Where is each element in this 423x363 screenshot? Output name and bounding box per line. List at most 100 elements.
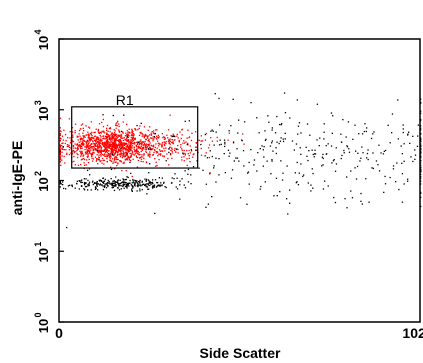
data-point xyxy=(59,148,61,150)
data-point xyxy=(156,164,158,167)
data-point xyxy=(209,150,211,152)
data-point xyxy=(183,156,185,158)
data-point xyxy=(71,127,74,129)
data-point xyxy=(98,143,100,145)
data-point xyxy=(87,189,89,191)
data-point xyxy=(72,141,75,143)
data-point xyxy=(86,149,88,151)
data-point xyxy=(345,136,347,138)
data-point xyxy=(384,175,386,178)
data-point xyxy=(340,133,342,135)
data-point xyxy=(172,133,174,135)
data-point xyxy=(90,137,92,139)
data-point xyxy=(72,131,74,133)
data-point xyxy=(238,119,240,121)
data-point xyxy=(94,148,97,150)
data-point xyxy=(98,131,100,134)
data-point xyxy=(119,150,121,152)
data-point xyxy=(118,184,120,186)
data-point xyxy=(152,187,154,189)
data-point xyxy=(62,148,64,151)
data-point xyxy=(313,156,315,158)
data-point xyxy=(80,137,82,139)
data-point xyxy=(173,139,175,141)
data-point xyxy=(117,136,119,139)
data-point xyxy=(59,183,61,185)
data-point xyxy=(140,132,142,135)
data-point xyxy=(59,137,61,140)
data-point xyxy=(205,206,207,208)
data-point xyxy=(282,172,284,174)
data-point xyxy=(84,184,86,186)
data-point xyxy=(119,131,121,133)
data-point xyxy=(131,185,134,188)
data-point xyxy=(174,173,176,175)
data-point xyxy=(95,149,97,151)
data-point xyxy=(118,134,121,136)
data-point xyxy=(107,134,109,136)
data-point xyxy=(110,178,112,180)
data-point xyxy=(335,147,337,149)
data-point xyxy=(118,150,120,152)
data-point xyxy=(92,158,95,160)
data-point xyxy=(85,151,87,153)
data-point xyxy=(123,184,125,186)
data-point xyxy=(96,154,98,156)
data-point xyxy=(115,156,118,158)
data-point xyxy=(407,134,409,136)
data-point xyxy=(119,160,121,162)
data-point xyxy=(145,138,147,141)
data-point xyxy=(75,123,77,125)
data-point xyxy=(144,184,146,187)
data-point xyxy=(137,183,139,186)
data-point xyxy=(124,149,127,151)
data-point xyxy=(138,184,140,186)
data-point xyxy=(230,177,233,179)
data-point xyxy=(115,138,117,140)
data-point xyxy=(420,153,422,155)
data-point xyxy=(139,154,141,156)
data-point xyxy=(183,149,185,152)
data-point xyxy=(82,140,84,142)
data-point xyxy=(137,181,140,183)
data-point xyxy=(132,158,134,160)
data-point xyxy=(136,124,138,127)
data-point xyxy=(149,151,151,153)
data-point xyxy=(94,135,96,137)
data-point xyxy=(184,154,186,156)
data-point xyxy=(300,153,302,155)
data-point xyxy=(184,142,186,144)
data-point xyxy=(196,149,198,151)
data-point xyxy=(144,141,146,143)
data-point xyxy=(92,160,94,162)
data-point xyxy=(420,98,422,100)
data-point xyxy=(97,140,100,142)
data-point xyxy=(127,144,129,146)
data-point xyxy=(147,183,149,185)
data-point xyxy=(107,144,109,146)
data-point xyxy=(420,164,422,166)
data-point xyxy=(96,145,98,147)
data-point xyxy=(127,134,129,136)
data-point xyxy=(93,152,95,154)
data-point xyxy=(107,154,109,156)
data-point xyxy=(107,179,109,182)
data-point xyxy=(86,134,88,136)
data-point xyxy=(372,152,374,154)
data-point xyxy=(163,147,165,150)
data-point xyxy=(164,150,166,152)
data-point xyxy=(154,179,157,181)
data-point xyxy=(189,145,191,147)
data-point xyxy=(136,156,138,158)
data-point xyxy=(78,180,80,182)
data-point xyxy=(81,151,83,153)
data-point xyxy=(100,149,102,152)
data-point xyxy=(165,160,167,162)
data-point xyxy=(105,183,107,185)
data-point xyxy=(187,129,189,131)
data-point xyxy=(171,157,173,159)
data-point xyxy=(80,143,83,145)
data-point xyxy=(182,142,184,144)
data-point xyxy=(162,137,164,139)
data-point xyxy=(104,183,106,185)
